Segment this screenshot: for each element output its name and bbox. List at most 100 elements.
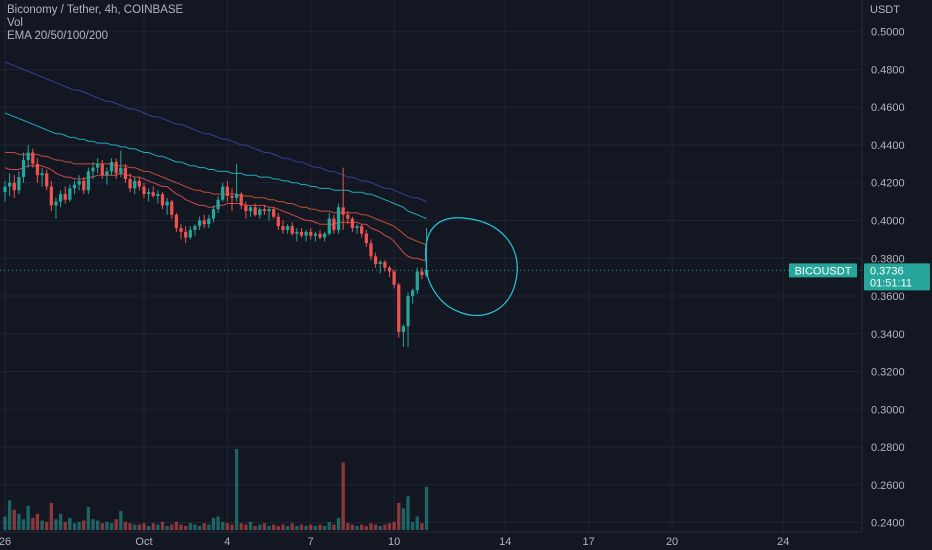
axis-unit-label: USDT [870,4,900,16]
volume-bar [225,523,230,530]
candle-body [299,231,304,236]
volume-bar [160,521,165,530]
y-tick-label: 0.4800 [871,64,905,76]
volume-bar [12,509,16,530]
volume-bars [3,449,429,530]
volume-bar [202,523,206,530]
candle-body [267,209,271,212]
candle-body [146,192,151,195]
candle-body [355,226,359,229]
volume-bar [350,524,355,530]
volume-bar [35,513,40,530]
volume-bar [313,525,318,530]
volume-bar [58,513,63,530]
candle-body [406,296,410,327]
candle-body [383,262,387,268]
candle-body [100,163,104,176]
ema50-line [5,152,427,246]
volume-bar [397,503,401,530]
candle-body [58,194,63,202]
volume-bar [285,525,290,530]
candle-body [137,180,141,187]
candle-body [235,194,239,198]
volume-bar [295,525,299,530]
candle-body [420,271,424,276]
candle-body [63,194,67,200]
volume-bar [133,524,137,530]
volume-bar [72,523,77,530]
volume-bar [82,520,86,530]
volume-bar [86,507,91,530]
volume-bar [258,524,262,530]
ema-lines [4,61,427,261]
y-tick-label: 0.2800 [871,442,905,454]
candle-body [327,218,331,234]
candle-body [165,201,169,206]
drawing-annotations[interactable] [425,217,518,316]
volume-bar [105,521,109,530]
volume-bar [95,520,100,530]
candle-body [96,163,100,168]
volume-bar [364,525,368,530]
candle-body [45,173,49,187]
y-tick-label: 0.5000 [871,27,905,39]
volume-bar [216,516,220,530]
volume-bar [322,525,327,530]
volume-bar [211,517,216,530]
candle-body [295,231,299,234]
time-axis[interactable]: 26 Oct 4 7 10 14 17 20 24 [0,531,862,548]
candle-body [197,220,202,227]
volume-bar [401,508,406,530]
volume-bar [21,519,26,530]
volume-bar [244,524,248,530]
volume-bar [26,505,30,530]
candle-body [31,152,35,164]
volume-bar [369,523,373,530]
candle-body [253,207,257,215]
candle-body [285,226,290,230]
x-tick-label: 17 [583,536,595,548]
symbol-title[interactable]: Biconomy / Tether, 4h, COINBASE [7,4,184,16]
volume-bar [45,521,49,530]
candle-body [378,262,382,264]
volume-bar [63,521,67,530]
volume-bar [272,524,276,530]
candle-body [91,167,95,172]
candle-body [114,161,118,174]
y-tick-label: 0.3200 [871,367,905,379]
candle-body [128,178,132,189]
volume-bar [146,525,151,530]
ema-legend[interactable]: EMA 20/50/100/200 [7,30,109,42]
candle-body [68,188,72,200]
volume-bar [188,523,192,530]
x-tick-label: 14 [499,536,511,548]
candle-body [323,233,327,238]
volume-legend[interactable]: Vol [7,17,23,29]
candle-body [346,214,350,219]
x-tick-label: 7 [308,536,314,548]
y-tick-label: 0.4600 [871,102,905,114]
candle-body [281,226,285,230]
volume-bar [91,519,95,530]
y-tick-label: 0.3800 [871,253,905,265]
ticker-tag [789,263,857,278]
volume-bar [327,521,331,530]
candle-body [211,209,216,219]
candle-body [336,207,341,230]
candle-body [156,194,160,196]
x-tick-label: 24 [777,536,789,548]
candle-body [225,186,229,196]
candle-body [313,233,317,236]
volume-bar [54,519,58,530]
candle-body [105,171,109,176]
y-tick-label: 0.3400 [871,329,905,341]
candle-body [26,152,30,161]
candle-body [160,194,165,206]
volume-bar [253,525,257,530]
volume-bar [392,521,396,530]
candle-body [411,290,415,297]
volume-bar [114,519,118,530]
